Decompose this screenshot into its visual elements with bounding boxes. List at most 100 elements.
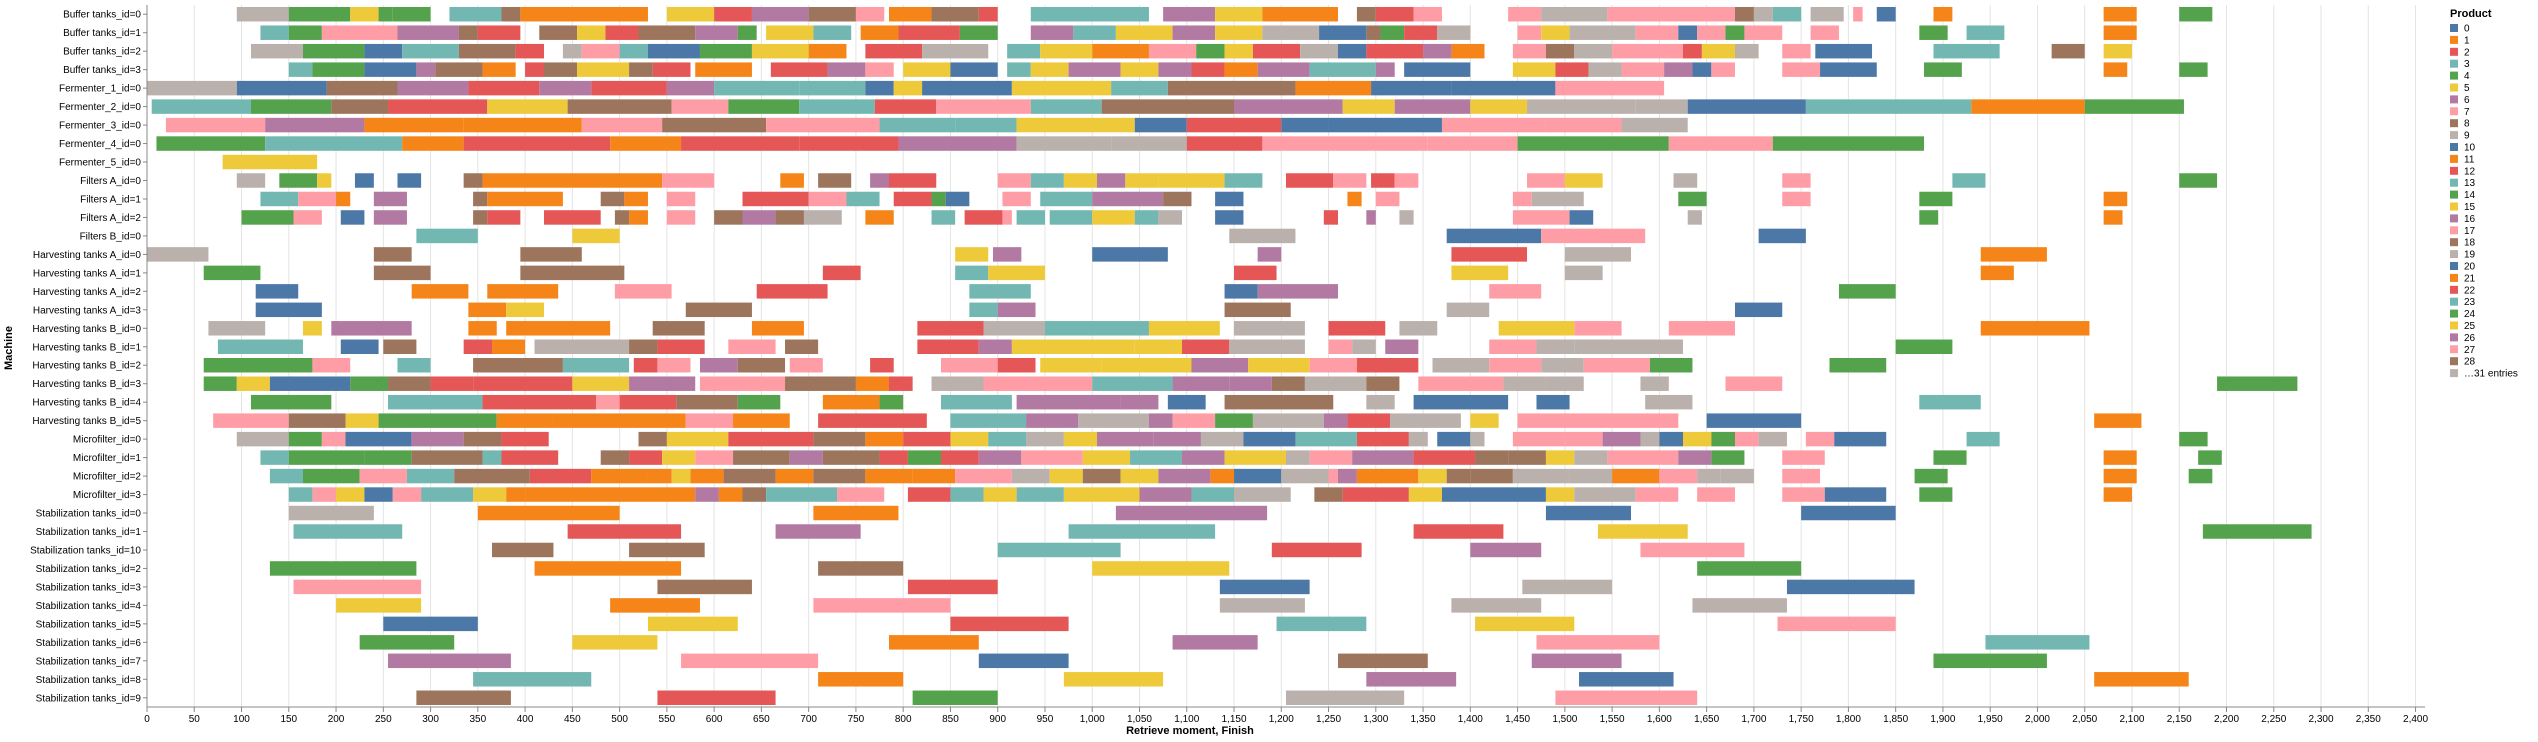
task-bar <box>733 413 790 428</box>
task-bar <box>1782 173 1811 188</box>
task-bar <box>1805 99 1972 114</box>
task-bar <box>260 25 289 40</box>
task-bar <box>1026 431 1064 447</box>
task-bar <box>1782 487 1825 502</box>
task-bar <box>1030 62 1069 77</box>
task-bar <box>1191 487 1235 502</box>
task-bar <box>1068 524 1216 539</box>
task-bar <box>1063 672 1164 687</box>
task-bar <box>1134 210 1159 225</box>
task-bar <box>695 487 719 502</box>
task-bar <box>1366 672 1457 687</box>
task-bar <box>751 7 809 22</box>
x-tick-label: 2,250 <box>2261 714 2286 725</box>
task-bar <box>1257 284 1338 299</box>
task-bar <box>1555 80 1665 96</box>
task-bar <box>714 80 800 96</box>
task-bar <box>699 358 738 373</box>
task-bar <box>1224 284 1258 299</box>
task-bar <box>577 25 606 40</box>
task-bar <box>487 191 563 207</box>
legend-swatch <box>2450 214 2458 223</box>
task-bar <box>1451 43 1485 59</box>
task-bar <box>1966 25 2005 40</box>
task-bar <box>1215 25 1263 40</box>
task-bar <box>430 376 474 391</box>
task-bar <box>482 173 663 188</box>
task-bar <box>302 43 365 59</box>
task-bar <box>1588 62 1622 77</box>
task-bar <box>1342 487 1409 502</box>
task-bar <box>1366 394 1395 410</box>
task-bar <box>203 376 237 391</box>
task-bar <box>1134 339 1183 354</box>
task-bar <box>2179 7 2213 22</box>
task-bar <box>837 487 885 502</box>
task-bar <box>681 653 819 669</box>
task-bar <box>1441 487 1546 502</box>
task-bar <box>1782 62 1821 77</box>
task-bar <box>1323 413 1348 428</box>
task-bar <box>1786 579 1915 595</box>
task-bar <box>473 191 488 207</box>
task-bar <box>1011 339 1135 354</box>
task-bar <box>893 191 932 207</box>
task-bar <box>383 616 478 632</box>
task-bar <box>1545 487 1575 502</box>
task-bar <box>1281 468 1329 484</box>
legend-label: 28 <box>2464 357 2476 368</box>
task-bar <box>458 43 516 59</box>
task-bar <box>751 321 804 336</box>
task-bar <box>1579 99 1636 114</box>
task-bar <box>1437 25 1471 40</box>
task-bar <box>326 80 398 96</box>
task-bar <box>1356 468 1419 484</box>
task-bar <box>1219 598 1305 613</box>
task-bar <box>487 210 521 225</box>
task-bar <box>1356 358 1419 373</box>
task-bar <box>1451 265 1509 281</box>
task-bar <box>1602 431 1641 447</box>
task-bar <box>1971 99 2085 114</box>
task-bar <box>250 43 303 59</box>
x-tick-label: 100 <box>233 714 250 725</box>
task-bar <box>775 468 814 484</box>
task-bar <box>666 210 696 225</box>
task-bar <box>1139 487 1192 502</box>
task-bar <box>671 468 691 484</box>
task-bar <box>1536 394 1570 410</box>
task-bar <box>1092 43 1149 59</box>
x-tick-label: 1,600 <box>1647 714 1672 725</box>
task-bar <box>714 7 752 22</box>
task-bar <box>1229 376 1272 391</box>
x-tick-label: 2,100 <box>2119 714 2144 725</box>
task-bar <box>619 43 648 59</box>
task-bar <box>808 7 856 22</box>
task-bar <box>1475 450 1509 465</box>
task-bar <box>506 302 544 318</box>
task-bar <box>1801 505 1896 521</box>
task-bar <box>350 7 379 22</box>
legend-label: 22 <box>2464 285 2476 296</box>
task-bar <box>1389 413 1433 428</box>
task-bar <box>889 173 937 188</box>
task-bar <box>293 579 422 595</box>
task-bar <box>1621 62 1665 77</box>
task-bar <box>1687 99 1806 114</box>
task-bar <box>321 431 346 447</box>
legend-label: 17 <box>2464 226 2476 237</box>
machine-label: Filters A_id=2 <box>80 213 141 224</box>
task-bar <box>1834 431 1887 447</box>
task-bar <box>1682 431 1712 447</box>
task-bar <box>1063 431 1097 447</box>
task-bar <box>1607 7 1735 22</box>
task-bar <box>1030 7 1149 22</box>
task-bar <box>893 80 923 96</box>
task-bar <box>236 431 289 447</box>
task-bar <box>1423 43 1452 59</box>
x-tick-label: 1,350 <box>1411 714 1436 725</box>
task-bar <box>1815 43 1873 59</box>
task-bar <box>1063 487 1140 502</box>
legend-label: 19 <box>2464 250 2476 261</box>
task-bar <box>1413 394 1509 410</box>
